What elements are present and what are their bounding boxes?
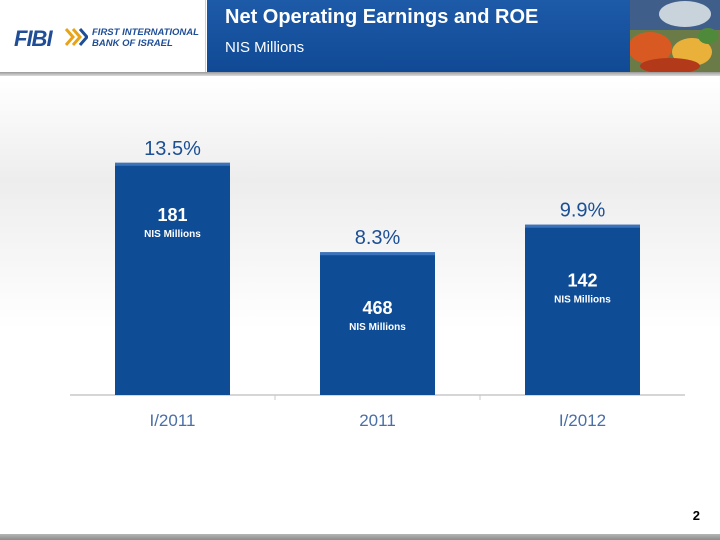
header-divider — [0, 72, 720, 76]
logo-bank-name-line2: BANK OF ISRAEL — [92, 38, 173, 49]
roe-label: 13.5% — [144, 138, 201, 160]
roe-label: 9.9% — [560, 200, 606, 222]
slide-header: FIBI FIRST INTERNATIONAL BANK OF ISRAEL … — [0, 0, 720, 76]
header-photo — [630, 0, 720, 72]
slide-subtitle: NIS Millions — [225, 39, 305, 56]
logo-wordmark: FIBI — [14, 26, 53, 51]
bar-top-highlight — [525, 224, 640, 228]
bar-I-2012 — [525, 224, 640, 395]
title-banner: Net Operating Earnings and ROE NIS Milli… — [207, 0, 630, 72]
bar-top-highlight — [115, 162, 230, 166]
bar-value-label: 142 — [567, 271, 597, 291]
page-number: 2 — [692, 508, 700, 523]
bar-unit-label: NIS Millions — [349, 322, 406, 333]
x-tick-label: I/2012 — [559, 411, 606, 430]
x-tick-label: 2011 — [359, 411, 396, 430]
bar-I-2011 — [115, 162, 230, 395]
bar-unit-label: NIS Millions — [144, 229, 201, 240]
bar-unit-label: NIS Millions — [554, 295, 611, 306]
logo-bank-name-line1: FIRST INTERNATIONAL — [92, 27, 199, 38]
logo-chevron-icon — [64, 28, 88, 46]
bank-logo: FIBI FIRST INTERNATIONAL BANK OF ISRAEL — [0, 0, 206, 72]
roe-label: 8.3% — [355, 227, 401, 249]
bar-value-label: 181 — [157, 205, 187, 225]
bar-2011 — [320, 252, 435, 395]
bar-top-highlight — [320, 252, 435, 256]
x-tick-label: I/2011 — [149, 411, 195, 430]
bar-value-label: 468 — [362, 298, 392, 318]
footer-divider — [0, 534, 720, 540]
slide-title: Net Operating Earnings and ROE — [225, 6, 539, 28]
